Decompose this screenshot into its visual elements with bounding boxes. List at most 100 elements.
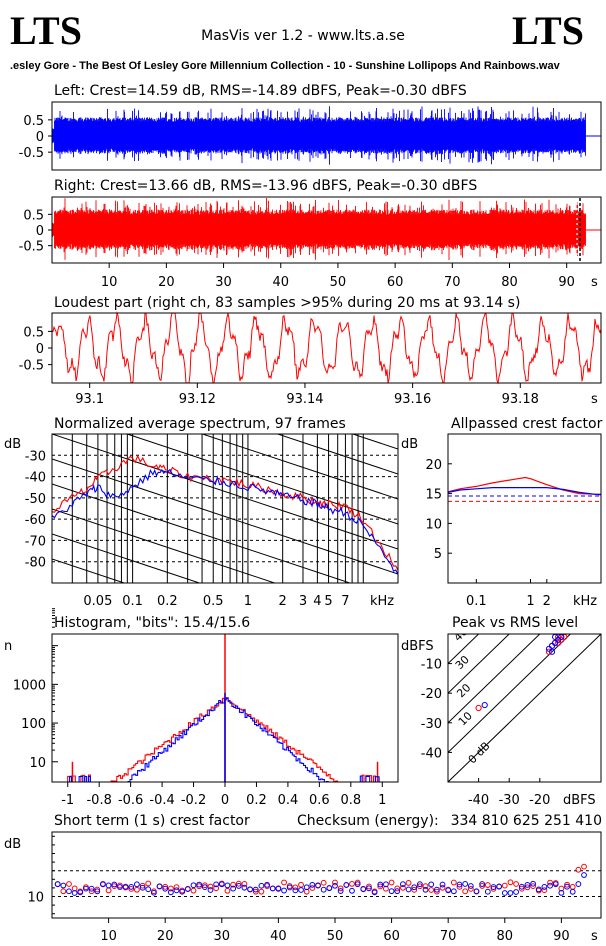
peak-rms-crest-line [448,634,541,724]
short-term-point-right [405,879,412,886]
short-term-point-left [235,883,242,889]
short-term-xtick-label: 20 [157,929,174,944]
short-term-point-right [252,888,259,895]
short-term-xtick-label: 80 [497,929,514,944]
short-term-point-left [439,881,446,888]
short-term-point-left [230,885,237,892]
short-term-point-left [264,881,270,888]
loudest-part-xtick-label: 93.12 [179,392,216,407]
peak-rms-ytick-label: -40 [421,746,442,761]
peak-rms-point [545,648,553,655]
right-waveform-xtick-label: 30 [215,275,232,290]
peak-rms-y-unit: dBFS [401,639,434,654]
peak-rms-crest-line [448,634,572,754]
short-term-point-left [349,887,355,894]
peak-rms-point [475,704,482,712]
short-term-ytick-label: 10 [27,891,44,906]
short-term-point-right [213,885,220,892]
short-term-point-left [518,883,525,890]
spectrum-xtick-label: 2 [279,594,287,609]
short-term-point-left [252,886,259,893]
short-term-point-right [400,884,406,891]
spectrum-frame [51,433,399,584]
spectrum-slope-line [52,483,352,583]
short-term-point-right [281,879,287,886]
spectrum-slope-line [125,434,398,525]
short-term-point-left [337,888,344,894]
short-term-point-left [247,886,253,893]
short-term-point-left [167,889,174,896]
short-term-point-left [501,890,508,896]
short-term-point-left [484,888,491,895]
short-term-point-left [275,885,282,892]
short-term-point-right [224,887,231,894]
short-term-point-right [298,881,304,888]
spectrum-y-unit: dB [4,437,21,452]
short-term-point-left [309,881,316,888]
loudest-part-ytick-label: -0.5 [19,359,44,374]
right-waveform-ytick-label: -0.5 [19,240,44,255]
short-term-point-left [292,887,299,894]
short-term-point-right [513,881,520,887]
short-term-point-left [150,889,157,896]
short-term-point-right [394,885,401,892]
short-term-point-left [383,881,389,888]
short-term-xtick-label: 50 [327,929,344,944]
histogram-ytick-label: 10 [29,756,46,771]
short-term-point-left [60,882,67,889]
histogram-xtick-label: 0.8 [340,793,361,808]
short-term-point-right [530,883,536,890]
crest-frame [447,433,602,584]
short-term-point-left [490,884,497,890]
right-waveform-xtick-label: 90 [558,275,575,290]
crest-xtick-label: 1 [526,594,534,609]
loudest-part-xtick-label: 93.16 [394,392,431,407]
short-term-point-left [332,882,338,889]
right-waveform-xtick-label: 50 [330,275,347,290]
loudest-part-ytick-label: 0 [36,342,44,357]
short-term-point-left [360,886,367,893]
short-term-xtick-label: 40 [270,929,287,944]
spectrum-xtick-label: 0.1 [122,594,143,609]
histogram-series-0 [67,697,381,782]
short-term-point-right [230,881,237,888]
crest-series-1 [447,487,602,496]
peak-rms-xtick-label: -20 [529,793,550,808]
spectrum-ytick-label: -60 [25,513,46,528]
short-term-point-left [422,886,429,893]
short-term-point-left [530,880,536,887]
short-term-point-right [490,885,497,892]
spectrum-ytick-label: -40 [25,471,46,486]
short-term-point-left [218,881,225,888]
short-term-frame [51,831,602,919]
short-term-point-left [286,884,293,891]
short-term-point-right [332,879,338,886]
short-term-point-left [71,890,78,896]
short-term-point-right [337,885,344,892]
short-term-point-left [467,883,474,889]
short-term-point-left [281,887,287,894]
spectrum-slope-line [52,533,202,583]
short-term-point-left [54,881,61,888]
short-term-point-left [207,887,214,893]
short-term-xtick-label: 90 [553,929,570,944]
short-term-point-right [541,887,548,894]
short-term-point-left [496,883,503,890]
short-term-point-left [258,882,265,889]
short-term-point-left [105,882,112,889]
short-term-point-left [479,881,486,887]
short-term-point-left [122,883,129,890]
loudest-part-xtick-label: 93.18 [502,392,539,407]
short-term-point-left [145,886,152,893]
short-term-point-left [575,881,582,887]
peak-rms-crest-label: 40 [451,625,470,644]
short-term-point-left [343,882,350,888]
spectrum-title: Normalized average spectrum, 97 frames [54,416,346,432]
spectrum-x-unit: kHz [370,594,394,609]
spectrum-xtick-label: 3 [299,594,307,609]
right-waveform-xtick-label: 70 [444,275,461,290]
short-term-point-left [213,881,220,888]
short-term-point-right [524,884,531,891]
short-term-point-right [190,887,197,894]
short-term-point-right [309,885,316,891]
